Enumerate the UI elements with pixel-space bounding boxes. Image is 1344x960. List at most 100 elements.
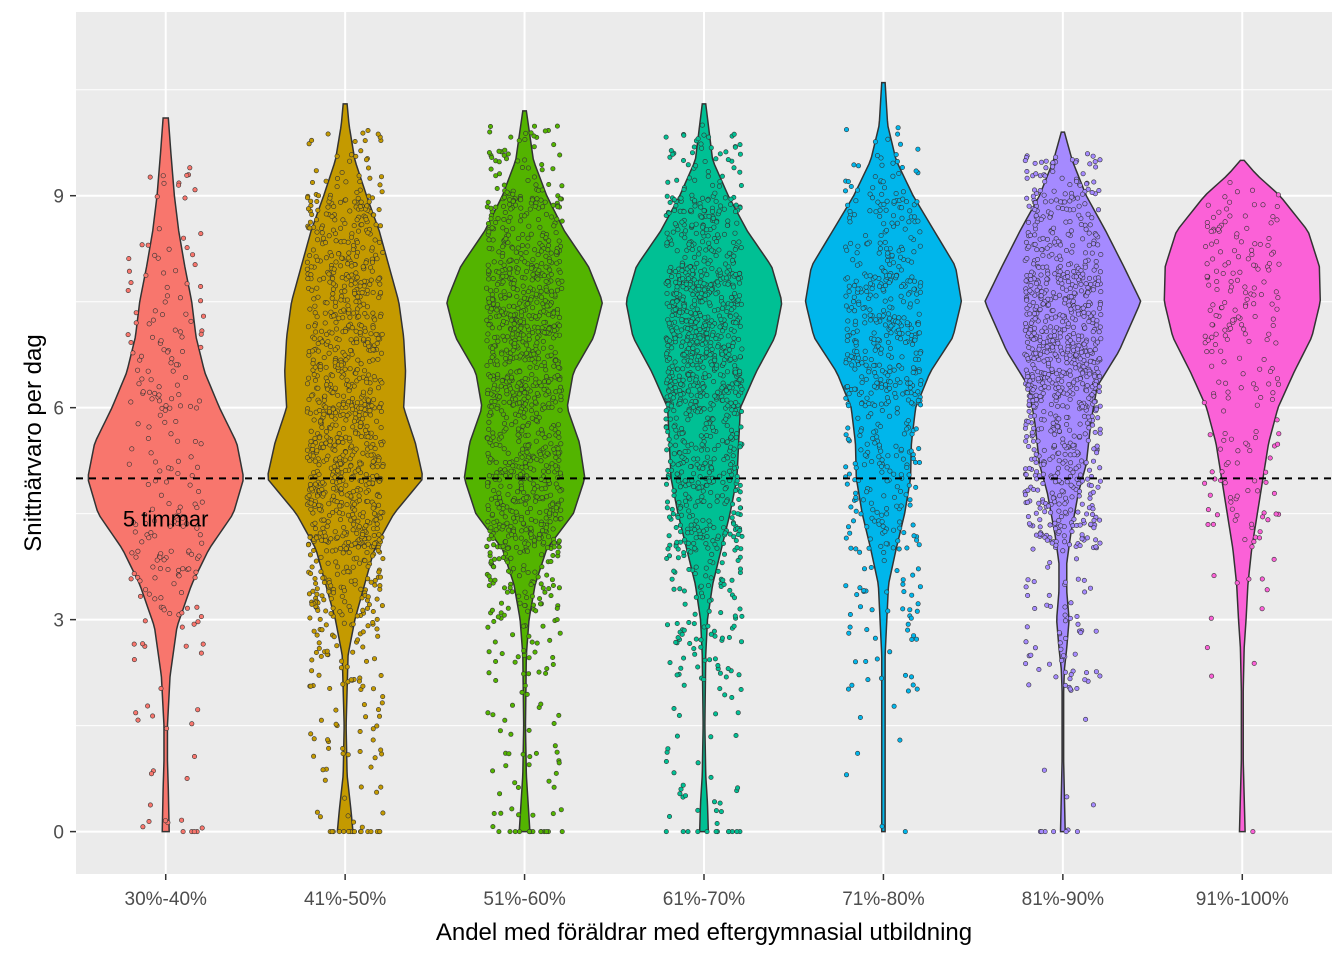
data-point	[864, 489, 870, 495]
data-point	[554, 216, 560, 222]
data-point	[864, 395, 870, 401]
data-point	[727, 347, 733, 353]
data-point	[865, 414, 871, 420]
data-point	[341, 524, 347, 530]
data-point	[699, 145, 705, 151]
data-point	[1063, 618, 1069, 624]
data-point	[540, 204, 546, 210]
data-point	[555, 204, 561, 210]
data-point	[532, 399, 538, 405]
data-point	[723, 674, 729, 680]
data-point	[339, 491, 345, 497]
data-point	[543, 211, 549, 217]
data-point	[379, 331, 385, 337]
data-point	[1067, 427, 1073, 433]
data-point	[307, 615, 313, 621]
data-point	[664, 193, 670, 199]
data-point	[528, 581, 534, 587]
data-point	[529, 415, 535, 421]
data-point	[164, 284, 170, 290]
data-point	[521, 414, 527, 420]
data-point	[375, 385, 381, 391]
data-point	[511, 321, 517, 327]
data-point	[867, 281, 873, 287]
data-point	[177, 504, 183, 510]
data-point	[714, 362, 720, 368]
data-point	[354, 613, 360, 619]
data-point	[321, 597, 327, 603]
data-point	[328, 309, 334, 315]
data-point	[867, 292, 873, 298]
data-point	[692, 651, 698, 657]
data-point	[503, 156, 509, 162]
data-point	[1050, 230, 1056, 236]
data-point	[673, 415, 679, 421]
data-point	[194, 405, 200, 411]
data-point	[688, 549, 694, 555]
data-point	[693, 518, 699, 524]
data-point	[698, 447, 704, 453]
data-point	[337, 517, 343, 523]
data-point	[493, 527, 499, 533]
data-point	[1059, 488, 1065, 494]
data-point	[716, 183, 722, 189]
data-point	[709, 332, 715, 338]
data-point	[1043, 165, 1049, 171]
data-point	[900, 299, 906, 305]
data-point	[503, 227, 509, 233]
data-point	[368, 829, 374, 835]
data-point	[522, 213, 528, 219]
data-point	[555, 372, 561, 378]
data-point	[1090, 287, 1096, 293]
data-point	[529, 402, 535, 408]
data-point	[674, 284, 680, 290]
data-point	[502, 210, 508, 216]
data-point	[370, 619, 376, 625]
data-point	[370, 726, 376, 732]
data-point	[505, 492, 511, 498]
data-point	[512, 659, 518, 665]
data-point	[551, 446, 557, 452]
data-point	[709, 551, 715, 557]
data-point	[693, 564, 699, 570]
data-point	[853, 278, 859, 284]
data-point	[341, 569, 347, 575]
data-point	[495, 614, 501, 620]
data-point	[323, 440, 329, 446]
data-point	[513, 544, 519, 550]
data-point	[737, 489, 743, 495]
data-point	[1068, 460, 1074, 466]
data-point	[866, 545, 872, 551]
data-point	[548, 492, 554, 498]
data-point	[357, 187, 363, 193]
data-point	[370, 325, 376, 331]
data-point	[544, 303, 550, 309]
data-point	[534, 263, 540, 269]
data-point	[898, 293, 904, 299]
data-point	[906, 472, 912, 478]
data-point	[359, 478, 365, 484]
data-point	[724, 439, 730, 445]
data-point	[371, 532, 377, 538]
data-point	[526, 655, 532, 661]
data-point	[321, 491, 327, 497]
data-point	[870, 435, 876, 441]
data-point	[725, 218, 731, 224]
data-point	[495, 338, 501, 344]
data-point	[843, 432, 849, 438]
data-point	[360, 683, 366, 689]
data-point	[695, 365, 701, 371]
data-point	[864, 524, 870, 530]
data-point	[177, 295, 183, 301]
data-point	[556, 585, 562, 591]
data-point	[359, 290, 365, 296]
data-point	[524, 510, 530, 516]
data-point	[664, 230, 670, 236]
data-point	[150, 506, 156, 512]
data-point	[316, 471, 322, 477]
data-point	[680, 339, 686, 345]
data-point	[685, 363, 691, 369]
data-point	[528, 130, 534, 136]
data-point	[862, 348, 868, 354]
data-point	[1082, 431, 1088, 437]
